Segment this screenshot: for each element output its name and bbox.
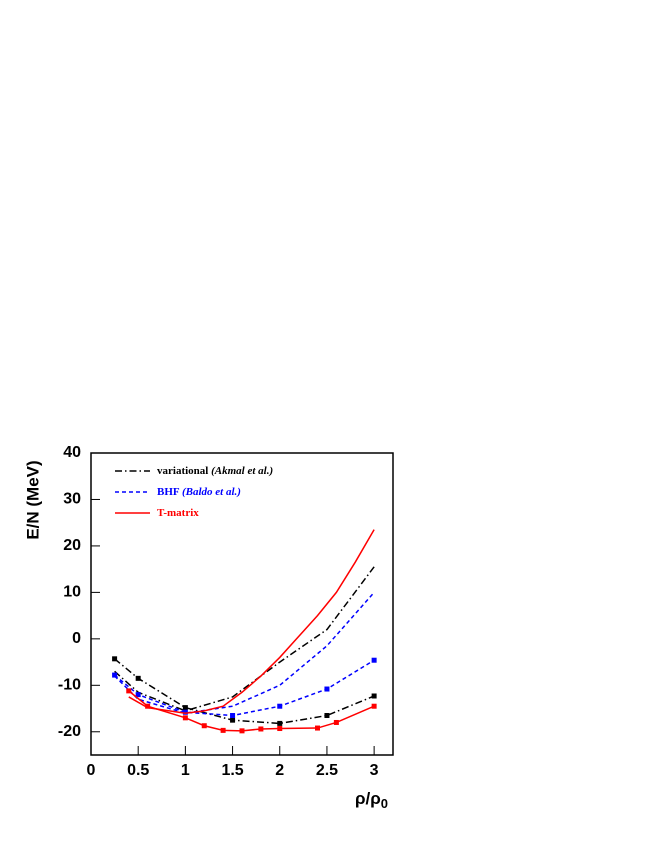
x-axis-label-sub: 0 <box>381 796 388 811</box>
curve <box>114 591 375 714</box>
x-tick-label: 1 <box>181 762 190 779</box>
marker <box>333 719 339 725</box>
x-tick-label: 2.5 <box>316 762 338 779</box>
marker <box>315 725 320 731</box>
legend-name: T-matrix <box>157 507 199 519</box>
marker <box>324 686 330 692</box>
y-tick-label: 10 <box>63 584 81 601</box>
marker <box>145 703 151 709</box>
legend-label: variational (Akmal et al.) <box>157 465 273 477</box>
marker <box>230 717 236 723</box>
marker <box>112 656 118 662</box>
legend-name: BHF <box>157 486 180 498</box>
marker <box>258 726 264 732</box>
legend-label: T-matrix <box>157 507 199 519</box>
plot-frame <box>90 452 394 756</box>
marker <box>277 726 283 732</box>
marker <box>201 723 207 729</box>
x-tick-label: 3 <box>370 762 379 779</box>
marker <box>239 728 245 734</box>
marker <box>220 727 226 733</box>
y-axis-label: E/N (MeV) <box>23 460 42 539</box>
y-tick-label: 0 <box>72 630 81 647</box>
marker <box>112 672 118 678</box>
marker <box>126 688 132 694</box>
marker <box>371 703 377 709</box>
x-axis-label: ρ/ρ0 <box>355 789 388 811</box>
marker <box>324 713 330 719</box>
marker <box>135 675 141 681</box>
y-tick-label: 40 <box>63 444 81 461</box>
marker <box>277 720 283 726</box>
curve <box>128 529 375 714</box>
y-tick-label: -20 <box>58 723 81 740</box>
marker <box>182 715 188 721</box>
x-tick-label: 1.5 <box>221 762 243 779</box>
marker <box>182 709 188 715</box>
legend-label: BHF (Baldo et al.) <box>157 486 241 498</box>
x-tick-label: 0.5 <box>127 762 149 779</box>
x-tick-label: 2 <box>275 762 284 779</box>
marker <box>371 693 377 699</box>
marker <box>135 692 141 698</box>
marker <box>230 713 236 719</box>
legend-ref: (Akmal et al.) <box>211 465 273 477</box>
y-tick-label: 20 <box>63 537 81 554</box>
marker <box>277 703 283 709</box>
x-axis-label-main: ρ/ρ <box>355 789 381 808</box>
y-tick-label: -10 <box>58 677 81 694</box>
legend-ref: (Baldo et al.) <box>182 486 241 498</box>
marker <box>371 657 377 663</box>
marker <box>182 705 188 711</box>
y-tick-label: 30 <box>63 491 81 508</box>
legend-name: variational <box>157 465 208 477</box>
x-tick-label: 0 <box>87 762 96 779</box>
